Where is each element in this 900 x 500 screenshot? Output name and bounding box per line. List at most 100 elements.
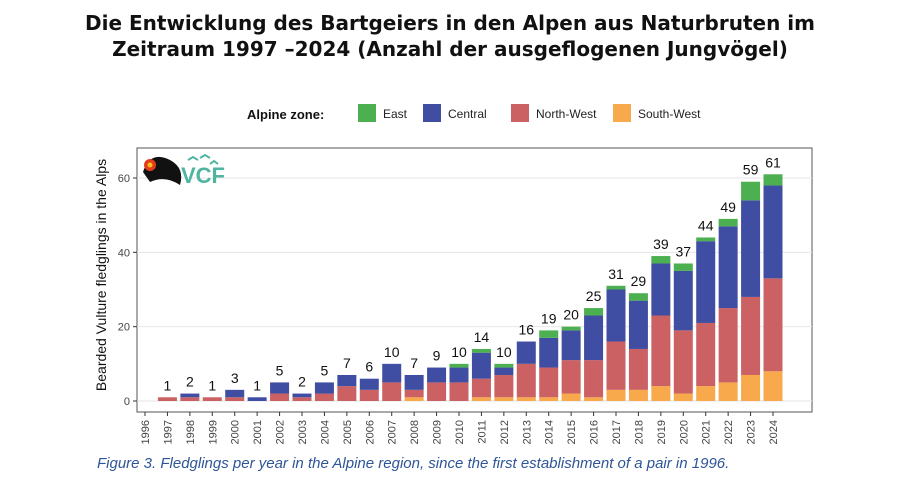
bar-segment-central — [651, 263, 671, 316]
bar-segment-east — [494, 363, 514, 368]
bar-segment-central — [741, 200, 761, 297]
bar-segment-central — [180, 393, 200, 398]
bar-segment-north-west — [157, 397, 177, 401]
bar-segment-east — [628, 293, 648, 301]
bar-segment-north-west — [202, 397, 222, 401]
bar-segment-north-west — [270, 393, 290, 401]
bar-segment-south-west — [628, 389, 648, 401]
bar-segment-central — [471, 352, 491, 379]
vcf-birds-icon — [187, 153, 219, 165]
total-label: 49 — [720, 199, 736, 215]
bar-segment-north-west — [314, 393, 334, 401]
total-label: 31 — [608, 266, 624, 282]
x-tick-label: 2012 — [499, 420, 511, 444]
x-tick-label: 2008 — [409, 420, 421, 444]
x-tick-label: 1996 — [140, 420, 152, 444]
bar-segment-central — [337, 374, 357, 387]
x-tick-label: 2011 — [476, 420, 488, 444]
x-tick-label: 2019 — [656, 420, 668, 444]
bar-segment-east — [606, 285, 626, 290]
legend-label-north-west: North-West — [536, 107, 597, 121]
bar-segment-north-west — [292, 397, 312, 401]
x-tick-label: 2024 — [768, 420, 780, 444]
bar-segment-north-west — [561, 360, 581, 394]
x-tick-label: 1999 — [207, 420, 219, 444]
bar-segment-central — [382, 363, 402, 383]
vcf-logo: VCF — [181, 163, 225, 188]
legend-swatch-south-west — [613, 104, 631, 122]
x-tick-label: 2009 — [432, 420, 444, 444]
legend-label-south-west: South-West — [638, 107, 701, 121]
x-tick-label: 2004 — [319, 420, 331, 444]
total-label: 39 — [653, 236, 669, 252]
bar-segment-north-west — [494, 374, 514, 398]
bar-segment-east — [539, 330, 559, 338]
bar-segment-east — [584, 308, 604, 316]
title-line-1: Die Entwicklung des Bartgeiers in den Al… — [85, 11, 815, 35]
page-title: Die Entwicklung des Bartgeiers in den Al… — [0, 10, 900, 62]
legend-title: Alpine zone: — [247, 107, 324, 122]
total-label: 6 — [365, 359, 373, 375]
x-tick-label: 2003 — [297, 420, 309, 444]
total-label: 1 — [164, 377, 172, 393]
bar-segment-central — [561, 330, 581, 361]
x-tick-label: 2000 — [230, 420, 242, 444]
bar-segment-central — [270, 382, 290, 394]
x-tick-label: 2020 — [678, 420, 690, 444]
bar-segment-south-west — [696, 386, 716, 401]
bar-segment-east — [741, 181, 761, 201]
x-tick-label: 1998 — [185, 420, 197, 444]
total-label: 9 — [433, 348, 441, 364]
bar-segment-north-west — [718, 308, 738, 383]
x-tick-label: 2007 — [387, 420, 399, 444]
bar-segment-south-west — [673, 393, 693, 401]
x-tick-label: 2002 — [275, 420, 287, 444]
y-tick-label: 20 — [118, 322, 130, 334]
bar-segment-north-west — [427, 382, 447, 401]
bar-segment-east — [673, 263, 693, 271]
bar-segment-south-west — [718, 382, 738, 401]
x-tick-label: 2021 — [701, 420, 713, 444]
bar-segment-central — [606, 289, 626, 342]
bar-segment-south-west — [516, 397, 536, 401]
legend-swatch-central — [423, 104, 441, 122]
x-tick-label: 1997 — [162, 420, 174, 444]
bar-segment-central — [673, 270, 693, 331]
legend-swatch-east — [358, 104, 376, 122]
total-label: 7 — [343, 355, 351, 371]
x-tick-label: 2001 — [252, 420, 264, 444]
x-tick-label: 2016 — [589, 420, 601, 444]
legend-label-east: East — [383, 107, 408, 121]
bar-segment-south-west — [741, 374, 761, 401]
legend-swatch-north-west — [511, 104, 529, 122]
logo-pupil-icon — [147, 162, 153, 168]
bar-segment-central — [628, 300, 648, 349]
bar-segment-north-west — [382, 382, 402, 401]
bar-segment-north-west — [337, 386, 357, 401]
x-tick-label: 2023 — [746, 420, 758, 444]
total-label: 5 — [276, 362, 284, 378]
figure-caption: Figure 3. Fledglings per year in the Alp… — [97, 455, 730, 472]
x-tick-label: 2005 — [342, 420, 354, 444]
total-label: 19 — [541, 310, 557, 326]
total-label: 10 — [451, 344, 467, 360]
y-tick-label: 0 — [124, 396, 130, 408]
total-label: 5 — [321, 362, 329, 378]
bar-segment-east — [696, 237, 716, 242]
x-tick-label: 2006 — [364, 420, 376, 444]
bar-segment-north-west — [225, 397, 245, 401]
bar-segment-central — [516, 341, 536, 364]
total-label: 1 — [253, 377, 261, 393]
bar-segment-south-west — [404, 397, 424, 401]
y-axis-label: Bearded Vulture fledglings in the Alps — [93, 159, 109, 391]
bar-segment-east — [449, 363, 469, 368]
bar-segment-south-west — [763, 371, 783, 401]
x-tick-label: 2022 — [723, 420, 735, 444]
bar-segment-south-west — [494, 397, 514, 401]
y-tick-label: 60 — [118, 173, 130, 185]
total-label: 25 — [586, 288, 602, 304]
total-label: 59 — [743, 162, 759, 178]
bar-segment-central — [314, 382, 334, 394]
bar-segment-south-west — [539, 397, 559, 401]
